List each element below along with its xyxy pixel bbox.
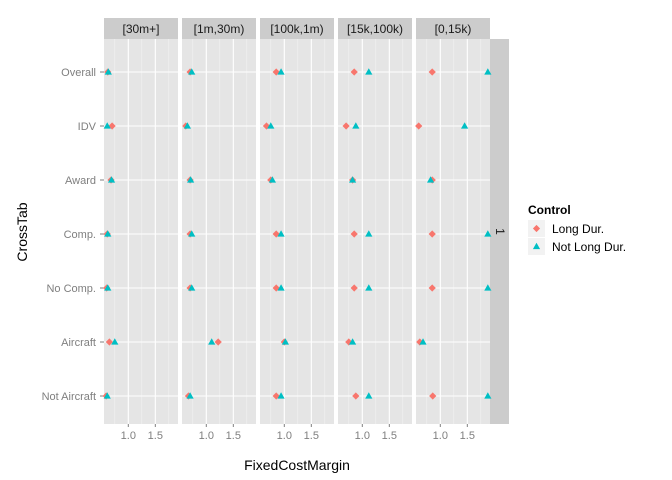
point-long-dur (428, 230, 436, 238)
y-axis-tick-label: Aircraft (61, 337, 96, 349)
point-not-long-dur (188, 230, 196, 237)
point-not-long-dur (484, 68, 492, 75)
point-not-long-dur (365, 284, 373, 291)
x-axis-tick-label: 1.5 (304, 430, 319, 442)
point-not-long-dur (104, 284, 112, 291)
legend-title: Control (528, 203, 571, 217)
y-axis-tick-label: Not Aircraft (42, 391, 96, 403)
point-not-long-dur (187, 176, 195, 183)
facet-strip-label: [30m+] (122, 22, 159, 36)
facet-strip (104, 18, 178, 39)
facet-strip-label: [1m,30m) (194, 22, 245, 36)
legend-key-diamond (532, 224, 541, 233)
point-not-long-dur (365, 392, 373, 399)
point-not-long-dur (268, 176, 277, 183)
facet-strip-label: [100k,1m) (270, 22, 323, 36)
point-not-long-dur (352, 122, 360, 129)
x-axis-tick-labels: 1.0 1.5 1.0 1.5 1.0 1.5 1.0 1.5 1.0 1.5 (121, 424, 475, 442)
point-not-long-dur (484, 284, 492, 291)
point-long-dur (214, 338, 222, 346)
y-axis-tick-label: Award (65, 175, 96, 187)
data-points (102, 68, 492, 400)
point-long-dur (342, 122, 350, 130)
y-axis-title: CrossTab (14, 202, 30, 261)
facet-strip (416, 18, 490, 39)
facet-strip (338, 18, 412, 39)
point-not-long-dur (348, 176, 357, 183)
point-not-long-dur (107, 176, 116, 183)
row-strip (490, 39, 509, 424)
point-not-long-dur (183, 122, 192, 129)
x-axis-tick-label: 1.0 (277, 430, 292, 442)
point-not-long-dur (186, 392, 194, 399)
point-not-long-dur (188, 284, 196, 291)
facet-panel-background (338, 39, 412, 424)
point-not-long-dur (484, 230, 492, 237)
point-not-long-dur (104, 68, 112, 75)
facet-strip (260, 18, 334, 39)
point-long-dur (415, 122, 423, 130)
facet-strip (182, 18, 256, 39)
x-axis-tick-label: 1.0 (433, 430, 448, 442)
x-axis-tick-label: 1.5 (148, 430, 163, 442)
point-not-long-dur (208, 338, 216, 345)
x-axis-tick-label: 1.5 (226, 430, 241, 442)
point-long-dur (350, 68, 358, 76)
y-axis-tick-label: Overall (61, 67, 96, 79)
point-long-dur (272, 230, 280, 238)
facet-strips: [30m+] [1m,30m) [100k,1m) [15k,100k) [0,15k)… (104, 18, 509, 424)
point-not-long-dur (348, 338, 357, 345)
facet-panels (104, 39, 490, 424)
x-axis-tick-label: 1.0 (199, 430, 214, 442)
point-long-dur (429, 392, 437, 400)
y-axis-tick-label: No Comp. (46, 283, 96, 295)
y-axis-tick-labels: Overall IDV Award Comp. No Comp. Aircraft Not … (42, 67, 104, 403)
point-not-long-dur (267, 122, 275, 129)
legend-entry-label: Long Dur. (552, 222, 604, 236)
point-not-long-dur (365, 230, 373, 237)
point-not-long-dur (461, 122, 469, 129)
point-not-long-dur (419, 338, 427, 345)
point-not-long-dur (188, 68, 196, 75)
x-axis-tick-label: 1.5 (382, 430, 397, 442)
point-not-long-dur (103, 122, 111, 129)
point-long-dur (350, 284, 358, 292)
point-not-long-dur (111, 338, 119, 345)
point-not-long-dur (277, 392, 285, 399)
x-axis-title: FixedCostMargin (244, 457, 350, 473)
point-not-long-dur (365, 68, 373, 75)
x-axis-tick-label: 1.5 (460, 430, 475, 442)
point-long-dur (272, 68, 280, 76)
point-not-long-dur (277, 68, 285, 75)
point-long-dur (108, 122, 116, 130)
point-not-long-dur (281, 338, 289, 345)
facet-strip-label: [0,15k) (435, 22, 472, 36)
legend-key-triangle (532, 242, 541, 250)
point-not-long-dur (103, 392, 111, 399)
point-not-long-dur (426, 176, 435, 183)
legend: Control Long Dur. Not Long Dur. (528, 203, 626, 255)
facet-panel-background (104, 39, 178, 424)
point-long-dur (350, 230, 358, 238)
point-not-long-dur (104, 230, 112, 237)
point-not-long-dur (484, 392, 492, 399)
facet-panel-background (182, 39, 256, 424)
row-strip-label: 1 (493, 228, 507, 235)
x-axis-tick-label: 1.0 (121, 430, 136, 442)
facet-panel-background (416, 39, 490, 424)
y-axis-tick-label: IDV (78, 121, 97, 133)
point-long-dur (428, 284, 436, 292)
facet-panel-background (260, 39, 334, 424)
point-not-long-dur (277, 230, 285, 237)
point-not-long-dur (277, 284, 285, 291)
x-axis-tick-label: 1.0 (355, 430, 370, 442)
point-long-dur (428, 68, 436, 76)
legend-entry-label: Not Long Dur. (552, 240, 626, 254)
point-long-dur (105, 338, 114, 346)
y-axis-tick-label: Comp. (64, 229, 96, 241)
point-long-dur (352, 392, 360, 400)
facet-strip-label: [15k,100k) (347, 22, 403, 36)
